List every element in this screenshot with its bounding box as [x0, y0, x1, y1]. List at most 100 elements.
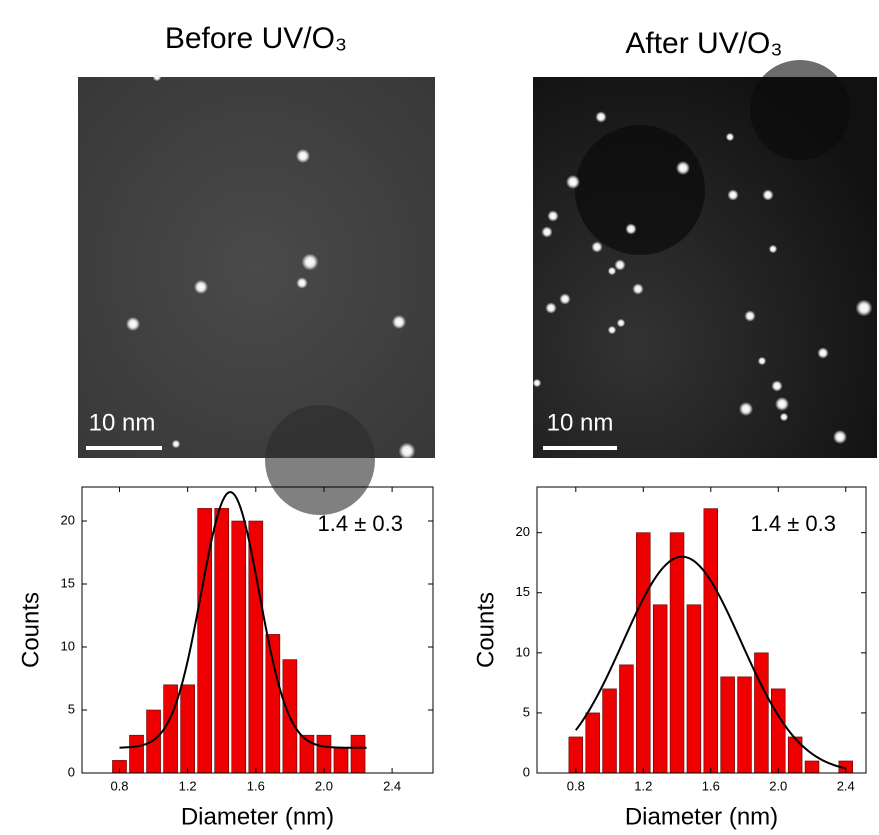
x-axis-label: Diameter (nm) — [181, 803, 334, 830]
particle — [126, 317, 140, 331]
bar — [636, 532, 651, 774]
y-tick-label: 20 — [516, 524, 530, 539]
particle — [171, 439, 181, 449]
particle — [607, 325, 617, 335]
particle — [607, 266, 617, 276]
bar — [333, 747, 349, 774]
particle — [771, 380, 783, 392]
fit-curve — [119, 491, 367, 749]
bar — [180, 684, 195, 774]
bar — [737, 676, 752, 774]
particle — [296, 149, 310, 163]
particle — [855, 299, 873, 317]
bar — [652, 604, 668, 774]
particle — [739, 402, 753, 416]
bar — [669, 532, 685, 774]
particle — [727, 189, 739, 201]
particle — [296, 277, 308, 289]
particle — [541, 226, 553, 238]
particle — [545, 302, 557, 314]
particle — [768, 244, 778, 254]
x-tick-label: 1.2 — [634, 778, 652, 793]
particle — [614, 259, 626, 271]
y-tick-label: 10 — [516, 644, 530, 659]
particle — [676, 161, 690, 175]
y-tick-label: 15 — [61, 575, 75, 590]
tem-feature — [265, 405, 375, 515]
particle — [833, 430, 847, 444]
x-axis-label: Diameter (nm) — [625, 803, 778, 830]
particle — [194, 280, 208, 294]
scale-bar — [86, 446, 162, 450]
bar — [248, 520, 264, 774]
x-tick-label: 0.8 — [110, 778, 128, 793]
scale-label: 10 nm — [89, 409, 156, 436]
x-tick-label: 2.0 — [315, 778, 333, 793]
bar — [231, 520, 247, 774]
particle — [632, 283, 644, 295]
plot-frame — [536, 486, 867, 774]
bar — [619, 664, 634, 774]
x-tick-label: 1.2 — [179, 778, 197, 793]
x-tick-label: 2.0 — [769, 778, 787, 793]
particle — [744, 310, 756, 322]
particle — [591, 241, 603, 253]
particle — [398, 442, 416, 460]
plot-frame — [81, 486, 434, 774]
bar — [602, 688, 617, 774]
fit-curve — [575, 555, 846, 770]
particle — [762, 189, 774, 201]
bar — [350, 734, 366, 774]
panel-title: Before UV/O₃ — [165, 22, 347, 55]
bar — [686, 604, 702, 774]
y-tick-label: 15 — [516, 584, 530, 599]
particle — [779, 412, 789, 422]
particle — [725, 132, 735, 142]
tem-image — [78, 77, 435, 458]
particle — [547, 210, 559, 222]
bar — [265, 634, 281, 774]
bar — [703, 508, 719, 774]
bar — [754, 652, 769, 774]
bar — [214, 508, 230, 774]
x-tick-label: 2.4 — [837, 778, 855, 793]
particle — [616, 318, 626, 328]
bar — [316, 734, 332, 774]
bar — [129, 734, 144, 774]
tem-feature — [575, 125, 705, 255]
y-tick-label: 20 — [61, 512, 75, 527]
scale-bar — [543, 446, 617, 450]
annotation: 1.4 ± 0.3 — [318, 511, 403, 536]
particle — [152, 72, 162, 82]
particle — [532, 378, 542, 388]
particle — [566, 175, 580, 189]
y-tick-label: 0 — [523, 764, 530, 779]
x-tick-label: 2.4 — [383, 778, 401, 793]
particle — [392, 315, 406, 329]
particle — [301, 253, 319, 271]
bar — [804, 760, 820, 774]
x-tick-label: 1.6 — [247, 778, 265, 793]
scale-label: 10 nm — [547, 409, 614, 436]
y-tick-label: 5 — [523, 704, 530, 719]
particle — [757, 356, 767, 366]
tem-feature — [750, 60, 850, 160]
bar — [146, 709, 161, 774]
bar — [720, 676, 735, 774]
bar — [585, 712, 600, 774]
particle — [559, 293, 571, 305]
x-tick-label: 1.6 — [702, 778, 720, 793]
particle — [775, 397, 789, 411]
bar — [568, 736, 584, 774]
y-tick-label: 10 — [61, 638, 75, 653]
panel-title: After UV/O₃ — [625, 27, 782, 60]
y-axis-label: Counts — [17, 592, 44, 668]
particle — [595, 111, 607, 123]
y-tick-label: 5 — [68, 701, 75, 716]
particle — [625, 223, 637, 235]
x-tick-label: 0.8 — [567, 778, 585, 793]
bar — [163, 684, 178, 774]
annotation: 1.4 ± 0.3 — [751, 511, 836, 536]
y-axis-label: Counts — [472, 592, 499, 668]
